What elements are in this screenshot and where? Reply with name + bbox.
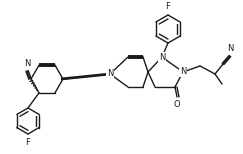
- Text: N: N: [180, 67, 186, 77]
- Text: F: F: [165, 2, 170, 11]
- Text: N: N: [24, 59, 30, 68]
- Text: N: N: [159, 53, 165, 61]
- Text: O: O: [174, 100, 180, 109]
- Text: F: F: [26, 138, 30, 147]
- Text: N: N: [107, 69, 113, 79]
- Text: N: N: [227, 44, 233, 53]
